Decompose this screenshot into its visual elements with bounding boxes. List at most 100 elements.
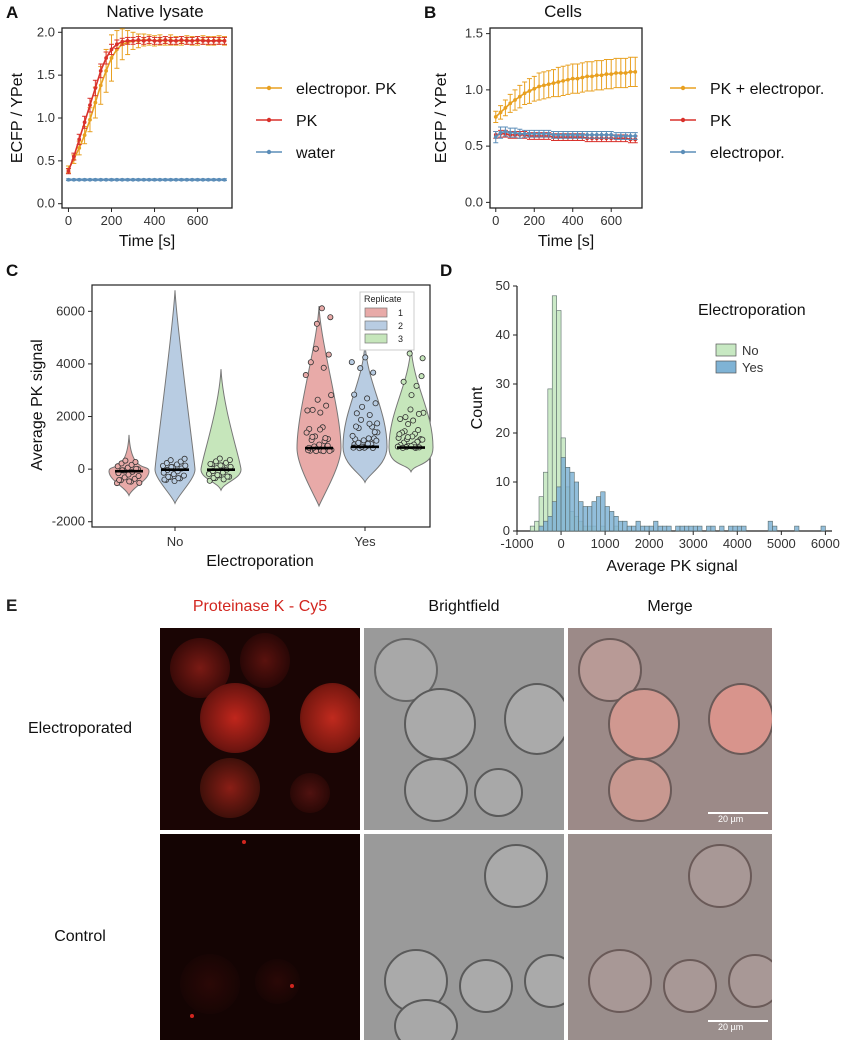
data-point [217,38,221,43]
data-point [179,177,184,182]
chart-d: -1000 0 1000 2000 3000 4000 5000 60000102030405… [496,278,840,551]
chart-title-a: Native lysate [106,2,203,21]
data-point [309,433,316,440]
x-axis-label-a: Time [s] [119,233,175,250]
data-point [109,177,114,182]
data-point [633,69,638,74]
legend-label: PK [296,113,318,130]
data-point [136,38,141,42]
data-point [594,73,599,78]
data-point [493,114,498,119]
legend-swatch [715,360,737,374]
data-point [366,411,373,418]
data-point [167,457,174,464]
data-point [77,146,82,150]
data-point [226,456,233,463]
data-point [580,75,585,80]
data-point [590,132,594,137]
data-point [522,131,527,136]
data-point [307,359,314,366]
data-point [357,365,364,372]
cell-fluorescent [290,773,330,813]
legend-marker [680,149,686,155]
data-point [122,457,129,464]
data-point [365,435,372,442]
data-point [618,134,623,138]
legend-marker [680,117,686,123]
data-point [125,177,130,182]
y-tick-label: 1.5 [465,26,483,41]
histogram-bar [657,525,663,532]
cell-outline [688,844,752,908]
data-point [109,56,114,60]
data-point [132,459,139,466]
data-point [93,86,98,90]
histogram-bar [626,525,632,532]
data-point [366,420,373,427]
data-point [174,177,178,182]
data-point [551,132,556,137]
legend-a: electropor. PK PK water [256,81,397,162]
data-point [163,38,168,42]
data-point [628,69,633,74]
data-point [503,129,508,134]
legend-swatch [715,343,737,357]
histogram-bar [613,515,619,532]
data-point [328,392,335,399]
histogram-bar [573,481,579,532]
data-point [152,38,157,43]
data-point [407,406,414,413]
data-point [604,132,609,137]
col-label-brightfield: Brightfield [428,598,500,615]
data-point [93,100,98,105]
data-point [206,177,211,182]
data-point [120,177,125,182]
data-point [396,431,403,438]
data-point [206,38,211,43]
data-point [405,421,412,428]
data-point [503,105,508,110]
data-point [318,305,325,312]
y-tick-label: 1.5 [37,67,55,82]
data-point [397,415,404,422]
x-axis-label-c: Electroporation [206,553,314,570]
histogram-bar [618,520,624,532]
image-control-brightfield [364,834,564,1040]
histogram-bar [679,525,685,532]
chart-title-b: Cells [544,2,582,21]
cell-outline [459,959,513,1013]
data-point [413,382,420,389]
data-point [158,38,162,43]
data-point [614,71,618,75]
histogram-bar [692,525,698,532]
data-point [116,476,123,483]
histogram-bar [710,525,716,532]
data-point [349,432,356,439]
data-point [104,68,109,73]
data-point [82,133,87,138]
data-point [136,479,143,486]
histogram-bar [591,501,597,532]
data-point [566,132,570,137]
data-point [618,71,623,75]
data-point [104,177,109,182]
row-label-control: Control [54,928,106,945]
data-point [322,435,329,442]
data-point [136,177,141,182]
histogram-bar [732,525,738,532]
x-tick-label: 3000 [679,536,708,551]
data-point [184,38,189,43]
data-point [537,84,541,89]
data-point [493,135,498,140]
x-tick-label: 400 [144,213,166,228]
data-point [163,177,168,182]
histogram-bar [719,525,725,532]
y-tick-label: 0.0 [465,194,483,209]
data-point [323,402,330,409]
histogram-bar [666,525,672,532]
data-point [508,101,513,106]
cell-outline [394,999,458,1040]
data-point [609,72,614,77]
data-point [498,130,503,135]
data-point [353,410,360,417]
